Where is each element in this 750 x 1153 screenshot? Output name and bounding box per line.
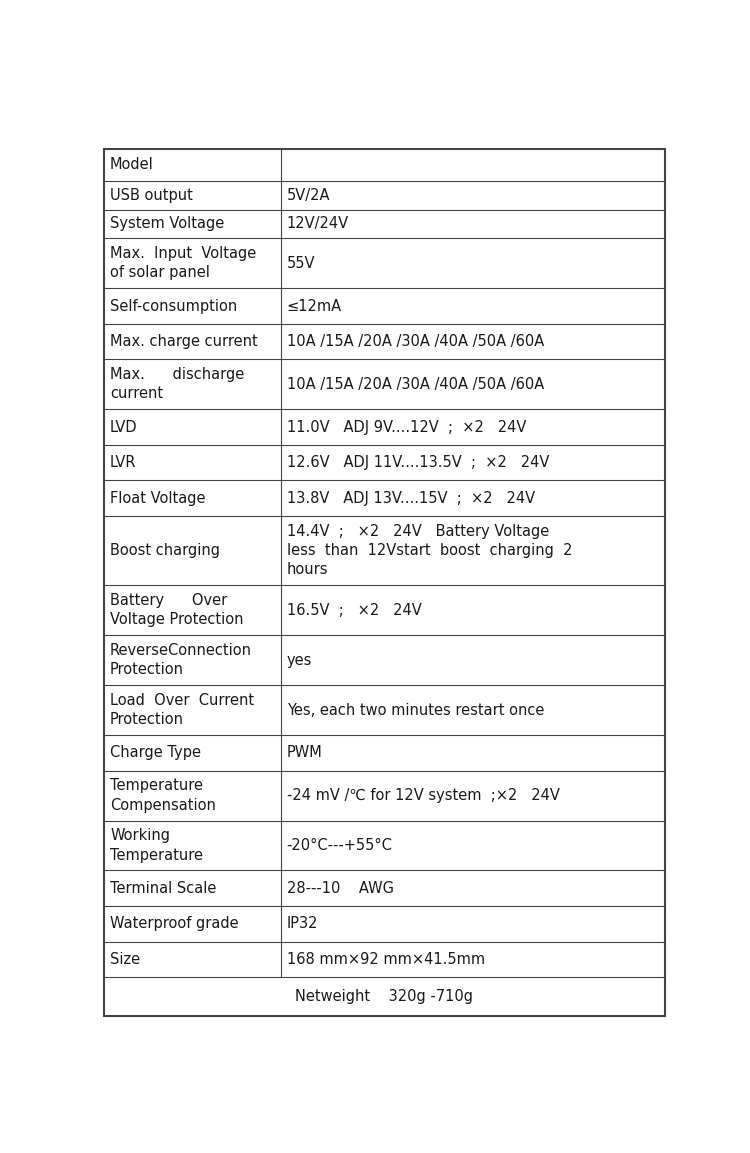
Text: Max.      discharge
current: Max. discharge current bbox=[110, 368, 245, 401]
Text: 55V: 55V bbox=[286, 256, 315, 271]
Text: 5V/2A: 5V/2A bbox=[286, 188, 330, 203]
Text: -20°C---+55°C: -20°C---+55°C bbox=[286, 838, 392, 853]
Text: Max.  Input  Voltage
of solar panel: Max. Input Voltage of solar panel bbox=[110, 247, 256, 280]
Text: LVR: LVR bbox=[110, 455, 136, 470]
Text: Terminal Scale: Terminal Scale bbox=[110, 881, 217, 896]
Text: LVD: LVD bbox=[110, 420, 138, 435]
Text: Charge Type: Charge Type bbox=[110, 745, 201, 760]
Text: Size: Size bbox=[110, 952, 140, 967]
Text: 11.0V   ADJ 9V....12V  ;  ×2   24V: 11.0V ADJ 9V....12V ; ×2 24V bbox=[286, 420, 526, 435]
Text: 14.4V  ;   ×2   24V   Battery Voltage
less  than  12Vstart  boost  charging  2
h: 14.4V ; ×2 24V Battery Voltage less than… bbox=[286, 523, 572, 578]
Text: 12V/24V: 12V/24V bbox=[286, 217, 349, 232]
Text: Temperature
Compensation: Temperature Compensation bbox=[110, 778, 216, 813]
Text: 13.8V   ADJ 13V....15V  ;  ×2   24V: 13.8V ADJ 13V....15V ; ×2 24V bbox=[286, 491, 535, 506]
Text: Working
Temperature: Working Temperature bbox=[110, 828, 203, 862]
Text: Load  Over  Current
Protection: Load Over Current Protection bbox=[110, 693, 254, 728]
Text: 10A /15A /20A /30A /40A /50A /60A: 10A /15A /20A /30A /40A /50A /60A bbox=[286, 377, 544, 392]
Text: Battery      Over
Voltage Protection: Battery Over Voltage Protection bbox=[110, 593, 244, 627]
Text: yes: yes bbox=[286, 653, 312, 668]
Text: 12.6V   ADJ 11V....13.5V  ;  ×2   24V: 12.6V ADJ 11V....13.5V ; ×2 24V bbox=[286, 455, 549, 470]
Text: Boost charging: Boost charging bbox=[110, 543, 220, 558]
Text: ≤12mA: ≤12mA bbox=[286, 299, 342, 314]
Text: ReverseConnection
Protection: ReverseConnection Protection bbox=[110, 643, 252, 677]
Text: -24 mV /℃ for 12V system  ;×2   24V: -24 mV /℃ for 12V system ;×2 24V bbox=[286, 787, 560, 802]
Text: USB output: USB output bbox=[110, 188, 193, 203]
Text: Waterproof grade: Waterproof grade bbox=[110, 917, 238, 932]
Text: 16.5V  ;   ×2   24V: 16.5V ; ×2 24V bbox=[286, 603, 422, 618]
Text: 168 mm×92 mm×41.5mm: 168 mm×92 mm×41.5mm bbox=[286, 952, 484, 967]
Text: Netweight    320g -710g: Netweight 320g -710g bbox=[296, 989, 473, 1004]
Text: 10A /15A /20A /30A /40A /50A /60A: 10A /15A /20A /30A /40A /50A /60A bbox=[286, 334, 544, 349]
Text: System Voltage: System Voltage bbox=[110, 217, 224, 232]
Text: Self-consumption: Self-consumption bbox=[110, 299, 237, 314]
Text: Yes, each two minutes restart once: Yes, each two minutes restart once bbox=[286, 702, 544, 717]
Text: IP32: IP32 bbox=[286, 917, 318, 932]
Text: Max. charge current: Max. charge current bbox=[110, 334, 258, 349]
Text: PWM: PWM bbox=[286, 745, 322, 760]
Text: Model: Model bbox=[110, 157, 154, 172]
Text: 28---10    AWG: 28---10 AWG bbox=[286, 881, 394, 896]
Text: Float Voltage: Float Voltage bbox=[110, 491, 206, 506]
